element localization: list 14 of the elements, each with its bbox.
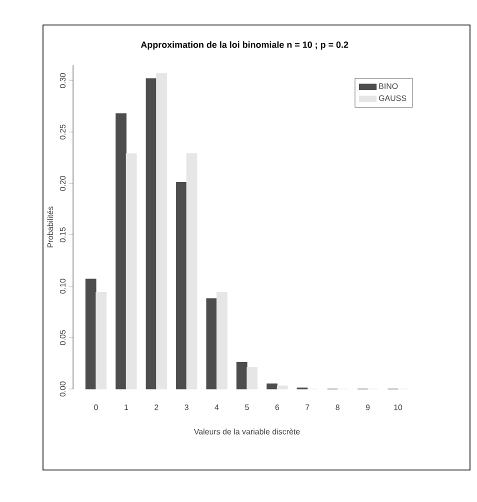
bar bbox=[236, 362, 248, 390]
chart-title: Approximation de la loi binomiale n = 10 ; p = 0.2 bbox=[140, 41, 348, 50]
bar bbox=[85, 278, 96, 390]
bar bbox=[116, 113, 126, 390]
bar bbox=[266, 384, 278, 390]
bar bbox=[176, 182, 187, 390]
bar bbox=[186, 153, 198, 390]
bar bbox=[246, 367, 258, 390]
bar bbox=[156, 73, 167, 390]
bar bbox=[96, 292, 107, 390]
bar bbox=[206, 298, 218, 390]
bar bbox=[126, 153, 137, 390]
bar bbox=[146, 78, 157, 390]
bar bbox=[216, 292, 228, 390]
